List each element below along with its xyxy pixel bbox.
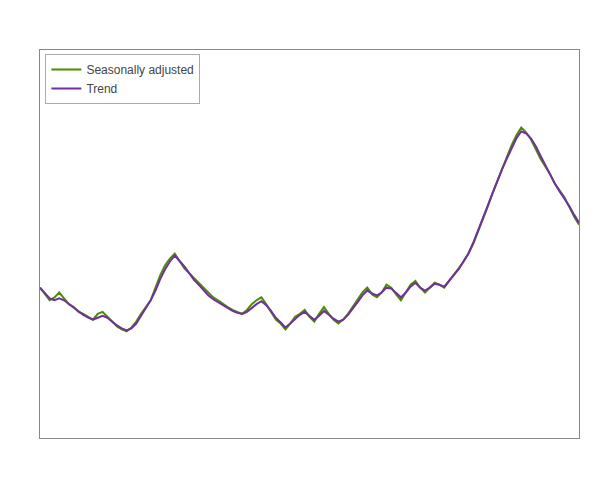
svg-text:Trend: Trend <box>86 82 117 96</box>
svg-text:Seasonally adjusted: Seasonally adjusted <box>86 63 193 77</box>
